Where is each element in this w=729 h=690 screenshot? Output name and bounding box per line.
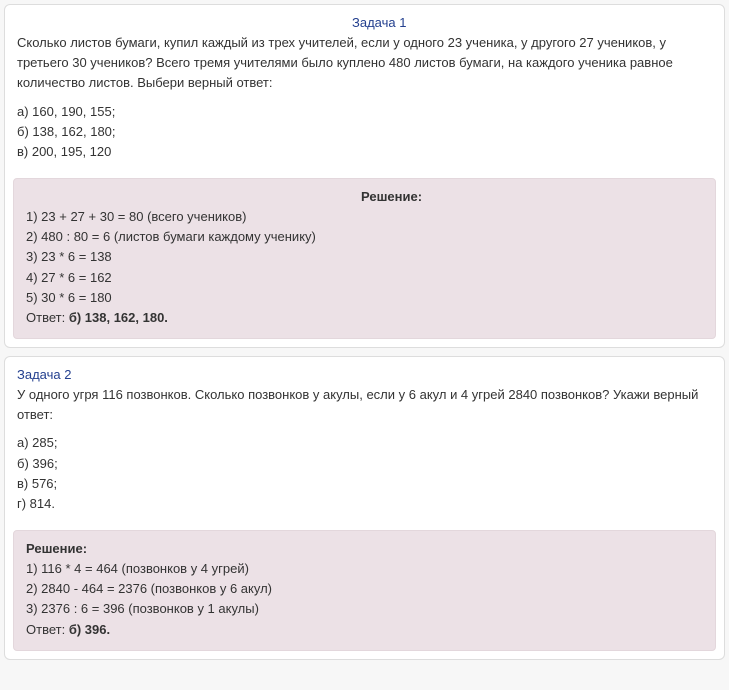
task2-title[interactable]: Задача 2 [17, 367, 71, 382]
task1-solution-float-spacer [26, 187, 361, 188]
task-card-2: Задача 2 У одного угря 116 позвонков. Ск… [4, 356, 725, 660]
task2-step-3: 3) 2376 : 6 = 396 (позвонков у 1 акулы) [26, 599, 703, 619]
solution-label: Решение: [26, 541, 87, 556]
task2-body: Задача 2 У одного угря 116 позвонков. Ск… [5, 357, 724, 524]
task2-answer-label: Ответ: [26, 622, 69, 637]
task2-answer: б) 396. [69, 622, 110, 637]
task1-body: Задача 1 Сколько листов бумаги, купил ка… [5, 5, 724, 172]
task2-option-b: б) 396; [17, 454, 712, 474]
task1-answer-label: Ответ: [26, 310, 69, 325]
task1-answer: б) 138, 162, 180. [69, 310, 168, 325]
task-card-1: Задача 1 Сколько листов бумаги, купил ка… [4, 4, 725, 348]
task2-step-1: 1) 116 * 4 = 464 (позвонков у 4 угрей) [26, 559, 703, 579]
task2-option-a: а) 285; [17, 433, 712, 453]
task1-step-2: 2) 480 : 80 = 6 (листов бумаги каждому у… [26, 227, 703, 247]
task2-step-2: 2) 2840 - 464 = 2376 (позвонков у 6 акул… [26, 579, 703, 599]
task1-title[interactable]: Задача 1 [352, 15, 406, 30]
task1-question: Сколько листов бумаги, купил каждый из т… [17, 35, 673, 90]
task2-question: У одного угря 116 позвонков. Сколько поз… [17, 387, 698, 422]
task1-step-4: 4) 27 * 6 = 162 [26, 268, 703, 288]
task2-option-g: г) 814. [17, 494, 712, 514]
task1-float-spacer [17, 13, 352, 14]
task1-option-v: в) 200, 195, 120 [17, 142, 712, 162]
task1-step-3: 3) 23 * 6 = 138 [26, 247, 703, 267]
solution-label: Решение: [361, 189, 422, 204]
task1-option-a: а) 160, 190, 155; [17, 102, 712, 122]
task1-option-b: б) 138, 162, 180; [17, 122, 712, 142]
task2-solution: Решение: 1) 116 * 4 = 464 (позвонков у 4… [13, 530, 716, 651]
spacer [17, 425, 712, 433]
task2-option-v: в) 576; [17, 474, 712, 494]
task1-step-1: 1) 23 + 27 + 30 = 80 (всего учеников) [26, 207, 703, 227]
task1-step-5: 5) 30 * 6 = 180 [26, 288, 703, 308]
task1-solution: Решение: 1) 23 + 27 + 30 = 80 (всего уче… [13, 178, 716, 339]
spacer [17, 94, 712, 102]
